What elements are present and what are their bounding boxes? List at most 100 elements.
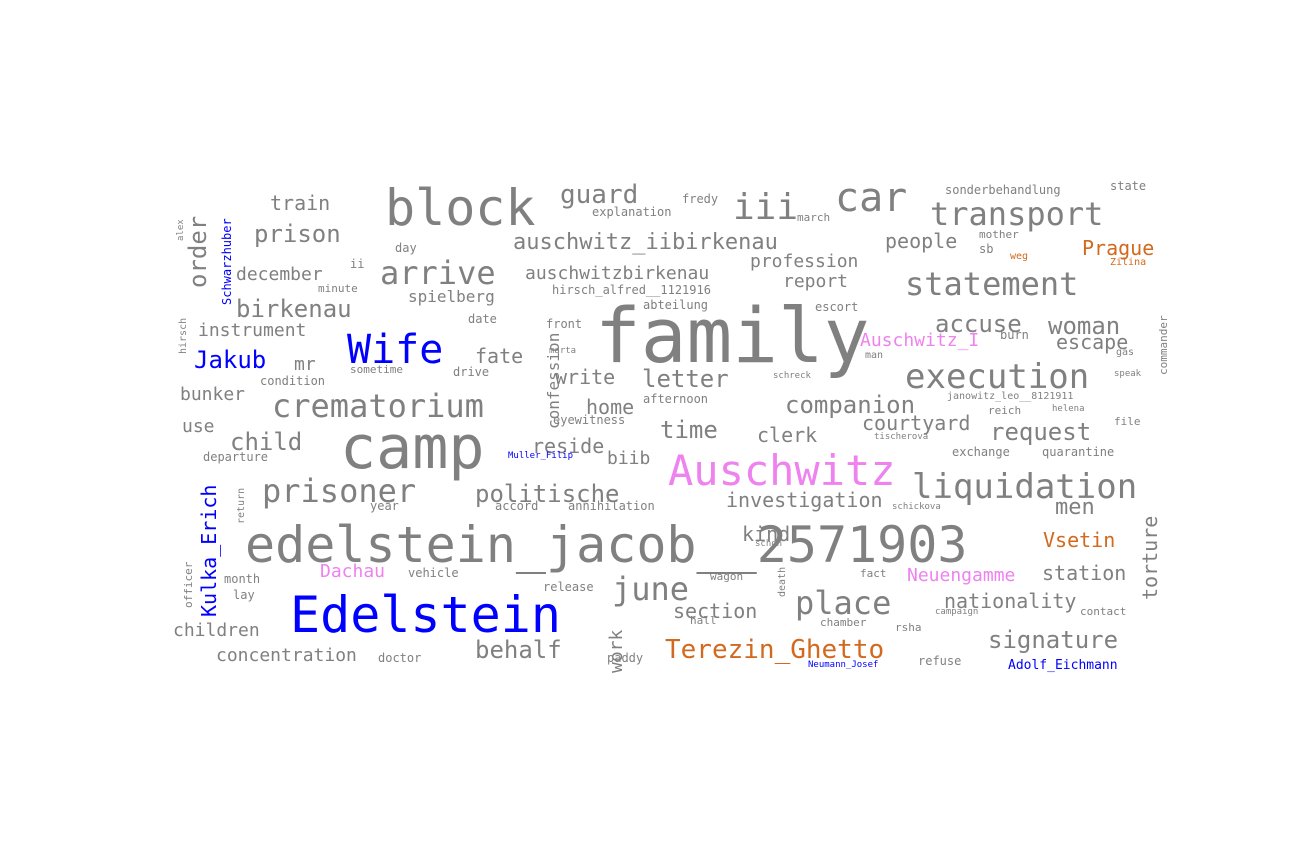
word-month: month [224,572,261,586]
word-schreck: schreck [773,371,811,381]
word-commander: commander [1157,315,1170,375]
word-schon: schon [755,539,783,549]
word-front: front [546,317,583,331]
word-mr: mr [294,354,316,375]
word-instrument: instrument [198,320,307,341]
word-contact: contact [1080,605,1127,618]
word-escape: escape [1056,330,1129,354]
word-alex: alex [176,219,186,241]
word-accord: accord [495,499,539,513]
word-men: men [1055,495,1095,520]
word-jakub: Jakub [194,346,267,374]
word-man: man [865,350,884,361]
word-companion: companion [785,391,916,419]
word-chamber: chamber [820,616,867,629]
word-torture: torture [1138,515,1162,600]
word-sometime: sometime [350,363,403,376]
word-children: children [173,620,260,641]
word-departure: departure [203,450,269,464]
word-ii: ii [350,257,365,271]
word-request: request [990,418,1092,446]
word-birkenau: birkenau [236,295,352,323]
word-signature: signature [988,626,1119,654]
word-reside: reside [532,434,605,458]
word-helena: helena [1052,404,1085,414]
word-lay: lay [233,588,255,602]
word-time: time [660,416,718,444]
word-edelstein: Edelstein [290,586,561,644]
word-zilina: Zilina [1110,257,1147,268]
word-vehicle: vehicle [408,566,459,580]
word-march: march [797,211,831,224]
word-june: june [612,570,690,608]
word-tischerova: tischerova [874,432,929,442]
word-spielberg: spielberg [408,287,495,306]
word-burn: burn [1000,328,1029,342]
word-kind: kind [742,522,791,546]
word-woman: woman [1048,312,1121,340]
word-return: return [236,487,247,524]
word-vsetin: Vsetin [1043,528,1116,552]
word-death: death [777,566,788,597]
word-auschwitzbirkenau: auschwitzbirkenau [525,263,710,284]
word-auschwitz-i: Auschwitz_I [860,330,980,351]
word-paddy: paddy [607,651,644,665]
word-refuse: refuse [918,654,962,668]
word-exchange: exchange [952,445,1010,459]
word-politische: politische [475,480,620,508]
word-family: family [595,291,870,380]
word-accuse: accuse [935,310,1022,338]
word-release: release [543,580,594,594]
word-mother: mother [979,228,1019,241]
word-rsha: rsha [895,621,922,634]
word-edelstein-jacob-2571903: edelstein_jacob__2571903 [245,516,968,574]
word-speak: speak [1114,369,1142,379]
word-fact: fact [860,567,887,580]
word-auschwitz-iibirkenau: auschwitz_iibirkenau [513,230,778,255]
word-biib: biib [607,448,651,469]
word-explanation: explanation [592,205,672,219]
word-prisoner: prisoner [262,472,417,510]
word-prison: prison [254,220,341,248]
word-use: use [182,416,215,437]
word-state: state [1110,179,1147,193]
word-file: file [1114,415,1141,428]
word-block: block [385,179,536,237]
word-kulka-erich: Kulka_Erich [197,484,221,617]
word-write: write [555,365,616,389]
word-car: car [835,175,908,221]
word-train: train [270,191,331,215]
word-bunker: bunker [180,384,246,405]
word-clerk: clerk [757,423,818,447]
word-dachau: Dachau [320,561,386,582]
word-station: station [1042,561,1127,585]
word-eyewitness: eyewitness [553,413,626,427]
word-prague: Prague [1082,236,1155,260]
word-hirsch-alfred-1121916: hirsch_alfred__1121916 [552,283,711,297]
word-reich: reich [988,404,1022,417]
word-escort: escort [815,300,859,314]
word-officer: officer [182,561,195,608]
word-hirsch: hirsch [178,317,189,354]
word-schickova: schickova [892,502,941,512]
word-arrive: arrive [380,254,496,292]
word-doctor: doctor [378,651,422,665]
word-abteilung: abteilung [643,298,709,312]
word-camp: camp [340,413,485,483]
word-fredy: fredy [682,192,719,206]
word-adolf-eichmann: Adolf_Eichmann [1008,658,1118,673]
word-fate: fate [475,344,524,368]
word-behalf: behalf [475,636,562,664]
word-order: order [184,215,212,288]
word-report: report [783,271,849,292]
word-neumann-josef: Neumann_Josef [808,660,879,670]
word-muller-filip: Muller_Filip [508,451,574,461]
word-sb: sb [979,242,994,256]
word-annihilation: annihilation [568,499,655,513]
word-condition: condition [260,374,326,388]
word-people: people [885,229,958,253]
word-statement: statement [905,265,1079,303]
word-transport: transport [930,195,1104,233]
word-auschwitz: Auschwitz [668,446,896,495]
word-minute: minute [318,282,358,295]
